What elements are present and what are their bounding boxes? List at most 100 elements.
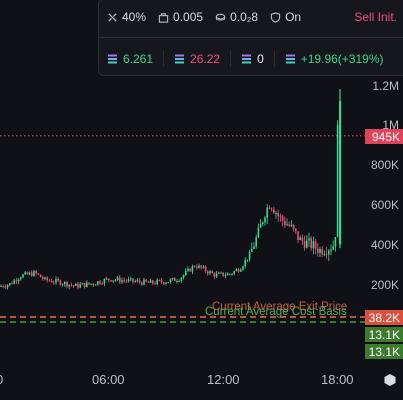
- candle-body: [143, 279, 145, 285]
- candle-body: [200, 265, 202, 268]
- candle-body: [314, 241, 317, 249]
- candle-body: [189, 268, 191, 272]
- candle-body: [281, 216, 284, 221]
- bribe-stat: 0.0₂8: [215, 10, 258, 24]
- candle-body: [15, 280, 18, 282]
- candle-body: [48, 280, 51, 282]
- candle-body: [149, 280, 152, 283]
- candle-body: [253, 246, 255, 249]
- candle-body: [17, 279, 20, 282]
- priority-fee-stat: 0.005: [158, 10, 203, 24]
- candle-body: [4, 286, 7, 288]
- candle-body: [114, 279, 117, 281]
- candle-body: [277, 213, 279, 216]
- shield-icon: [270, 11, 281, 23]
- candle-body: [55, 278, 57, 283]
- cost-basis-tag: 13.1K: [365, 344, 403, 359]
- candle-body: [26, 272, 29, 275]
- candle-body: [323, 253, 326, 255]
- candle-body: [290, 224, 293, 226]
- candle-body: [332, 246, 334, 250]
- exit-price-tag: 38.2K: [365, 310, 403, 325]
- candle-body: [108, 278, 110, 281]
- candle-body: [167, 282, 169, 284]
- candle-body: [165, 282, 167, 284]
- candle-body: [301, 237, 304, 242]
- price-axis-label: 400K: [370, 238, 399, 252]
- candle-body: [187, 268, 189, 271]
- panel-divider: [99, 37, 403, 38]
- candle-body: [303, 241, 306, 248]
- candle-body: [158, 280, 161, 282]
- time-axis-label: 12:00: [207, 372, 240, 387]
- candle-body: [42, 277, 44, 279]
- time-axis-label: 0: [0, 372, 3, 387]
- bribe-value: 0.0₂8: [230, 10, 259, 24]
- candle-body: [185, 270, 187, 275]
- candle-body: [50, 280, 53, 283]
- candle-body: [220, 272, 222, 274]
- candle-body: [83, 283, 86, 288]
- time-axis-label: 06:00: [92, 372, 125, 387]
- candle-body: [68, 284, 70, 287]
- sold-value: 26.22: [190, 52, 221, 66]
- priority-fee-value: 0.005: [173, 10, 204, 24]
- price-axis-label: 600K: [370, 198, 399, 212]
- candle-body: [79, 284, 81, 288]
- solana-icon: [242, 54, 252, 64]
- candle-body: [321, 249, 323, 255]
- candle-body: [334, 237, 337, 247]
- candle-body: [218, 272, 220, 274]
- position-stats-panel: 40% 0.005 0.0₂8 On Sell Init.: [98, 0, 403, 76]
- candle-body: [325, 253, 328, 255]
- candle-body: [213, 273, 216, 277]
- candle-body: [312, 241, 315, 249]
- candle-body: [77, 283, 79, 288]
- candle-body: [57, 278, 59, 281]
- mev-protection-stat: On: [270, 10, 301, 24]
- exit-price-label: Current Average Exit Price: [212, 301, 348, 313]
- candle-body: [284, 220, 286, 226]
- candle-body: [6, 284, 9, 288]
- candle-body: [88, 282, 90, 285]
- cost-basis-label: Current Average Cost Basis: [205, 306, 347, 318]
- candle-body: [242, 266, 244, 270]
- settings-hexagon-icon[interactable]: [383, 373, 397, 387]
- candle-body: [310, 238, 312, 249]
- candle-body: [11, 283, 13, 285]
- candle-body: [70, 284, 73, 286]
- candle-body: [191, 266, 194, 272]
- cost-basis-tag: 13.1K: [365, 327, 403, 342]
- candle-body: [90, 283, 92, 285]
- candle-body: [306, 240, 308, 248]
- candle-body: [2, 285, 4, 287]
- candle-body: [270, 208, 273, 210]
- stat-separator: [230, 51, 232, 67]
- candle-body: [246, 259, 249, 261]
- candle-body: [297, 231, 299, 241]
- candle-body: [116, 277, 119, 280]
- candle-body: [138, 280, 141, 283]
- candle-body: [103, 279, 106, 284]
- candle-body: [235, 269, 238, 272]
- candle-body: [299, 237, 301, 241]
- candle-body: [20, 277, 22, 280]
- candle-body: [182, 274, 185, 278]
- candle-body: [125, 280, 128, 282]
- candle-body: [268, 207, 271, 209]
- candle-body: [147, 281, 150, 283]
- candle-body: [204, 266, 207, 272]
- candle-body: [176, 281, 178, 283]
- candle-body: [121, 280, 123, 283]
- candle-body: [53, 282, 55, 284]
- sell-init-button[interactable]: Sell Init.: [354, 10, 397, 24]
- candle-body: [328, 250, 330, 255]
- candle-body: [336, 124, 339, 238]
- bought-stat: 6.261: [107, 52, 153, 66]
- candle-body: [259, 223, 262, 228]
- candle-body: [46, 277, 48, 281]
- candle-body: [180, 277, 183, 281]
- candle-body: [171, 278, 174, 280]
